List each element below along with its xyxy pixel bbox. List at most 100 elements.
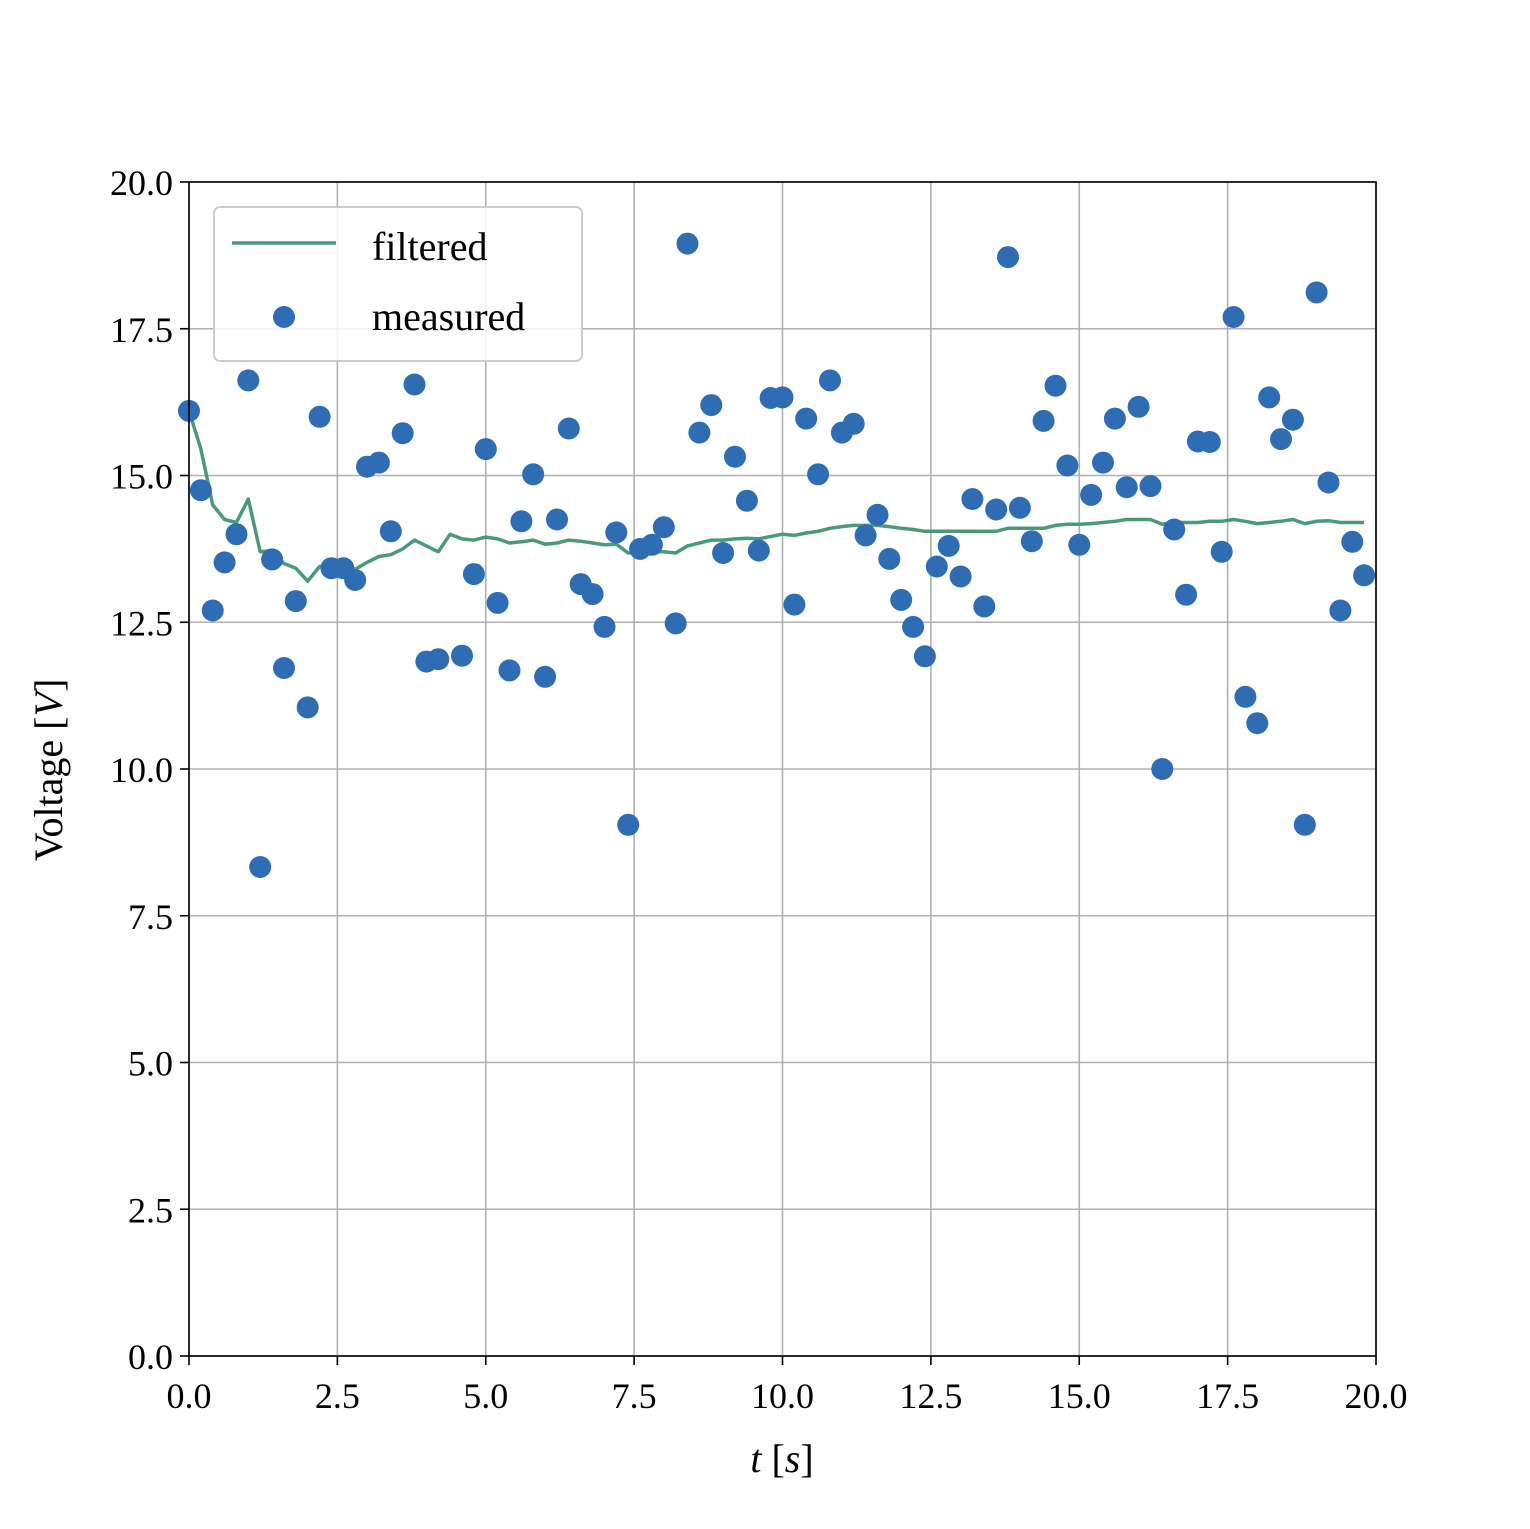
x-tick-label: 5.0 <box>463 1376 508 1416</box>
measured-point <box>1246 712 1269 735</box>
y-tick-label: 20.0 <box>110 163 173 203</box>
measured-point <box>225 523 248 546</box>
measured-point <box>1329 599 1352 622</box>
y-axis-label: Voltage [V] <box>26 679 71 862</box>
measured-point <box>605 521 628 544</box>
legend-measured-label: measured <box>372 294 525 339</box>
measured-point <box>1032 409 1055 432</box>
measured-point <box>913 645 936 668</box>
measured-point <box>296 696 319 719</box>
y-axis-open-bracket: [ <box>26 716 71 739</box>
x-axis-unit: s <box>785 1436 801 1481</box>
measured-point <box>997 246 1019 269</box>
x-tick-label: 2.5 <box>315 1376 360 1416</box>
measured-point <box>617 813 640 836</box>
y-axis-unit: V <box>26 687 71 716</box>
measured-point <box>1068 533 1091 556</box>
y-tick-label: 5.0 <box>128 1044 173 1084</box>
ticks: 0.0 2.5 5.0 7.5 10.0 12.5 15.0 17.5 20.0 0.0 2.5 5.… <box>110 163 1408 1416</box>
measured-point <box>1020 530 1043 553</box>
measured-point <box>676 232 699 255</box>
measured-point <box>1115 476 1138 499</box>
y-tick-label: 17.5 <box>110 310 173 350</box>
measured-point <box>1317 471 1340 494</box>
measured-point <box>213 551 236 574</box>
legend-box <box>213 206 583 362</box>
measured-point <box>712 542 735 564</box>
measured-point <box>771 386 794 409</box>
measured-point <box>890 588 913 611</box>
measured-point <box>1293 813 1316 836</box>
x-axis-close-bracket: ] <box>800 1436 813 1481</box>
measured-point <box>652 516 675 539</box>
measured-point <box>581 583 604 606</box>
measured-point <box>486 591 509 614</box>
measured-point <box>724 445 746 468</box>
x-axis-open-bracket: [ <box>771 1436 784 1481</box>
measured-point <box>735 489 758 512</box>
measured-point <box>534 665 557 688</box>
measured-point <box>807 463 830 486</box>
measured-point <box>700 394 723 417</box>
measured-point <box>1175 583 1198 606</box>
measured-point <box>474 438 497 461</box>
measured-point <box>1056 454 1079 477</box>
measured-point <box>273 657 295 679</box>
measured-point <box>1258 386 1281 409</box>
measured-point <box>878 547 901 570</box>
x-axis-label: t [s] <box>750 1436 813 1481</box>
measured-point <box>925 555 948 578</box>
measured-point <box>1281 408 1304 431</box>
x-tick-label: 20.0 <box>1345 1376 1408 1416</box>
measured-point <box>973 595 996 618</box>
measured-point <box>1092 451 1114 474</box>
y-tick-label: 2.5 <box>128 1190 173 1230</box>
x-tick-label: 12.5 <box>899 1376 962 1416</box>
measured-point <box>1127 395 1150 418</box>
measured-point <box>1210 540 1233 563</box>
measured-point <box>1044 374 1067 397</box>
measured-point <box>795 407 818 430</box>
measured-point <box>1270 428 1292 451</box>
measured-point <box>1139 475 1162 498</box>
legend-filtered-label: filtered <box>372 224 488 269</box>
measured-series <box>178 232 1376 878</box>
measured-point <box>379 520 402 543</box>
measured-point <box>451 644 473 667</box>
measured-point <box>249 856 272 878</box>
measured-point <box>557 417 580 440</box>
y-tick-label: 0.0 <box>128 1337 173 1377</box>
measured-point <box>819 369 841 392</box>
measured-point <box>688 421 711 444</box>
y-tick-label: 10.0 <box>110 750 173 790</box>
y-tick-label: 12.5 <box>110 603 173 643</box>
x-tick-label: 15.0 <box>1048 1376 1111 1416</box>
measured-point <box>902 615 925 638</box>
measured-point <box>985 498 1008 521</box>
y-axis-text: Voltage <box>26 740 71 861</box>
measured-point <box>510 510 533 533</box>
measured-point <box>261 548 284 571</box>
measured-point <box>1353 564 1376 587</box>
x-tick-label: 10.0 <box>751 1376 814 1416</box>
y-axis-close-bracket: ] <box>26 679 71 692</box>
measured-point <box>747 539 770 562</box>
measured-point <box>462 563 485 586</box>
x-axis-variable: t <box>750 1436 762 1481</box>
measured-point <box>189 479 212 502</box>
measured-point <box>1151 758 1174 780</box>
measured-point <box>344 569 367 591</box>
measured-point <box>866 503 889 526</box>
measured-point <box>284 590 307 613</box>
measured-point <box>854 524 877 547</box>
measured-point <box>237 369 260 392</box>
measured-point <box>522 463 545 486</box>
measured-point <box>949 565 972 588</box>
x-tick-label: 0.0 <box>167 1376 212 1416</box>
measured-point <box>593 615 616 638</box>
measured-point <box>403 373 426 396</box>
measured-point <box>391 422 414 445</box>
measured-point <box>664 612 687 635</box>
measured-point <box>1080 483 1103 506</box>
